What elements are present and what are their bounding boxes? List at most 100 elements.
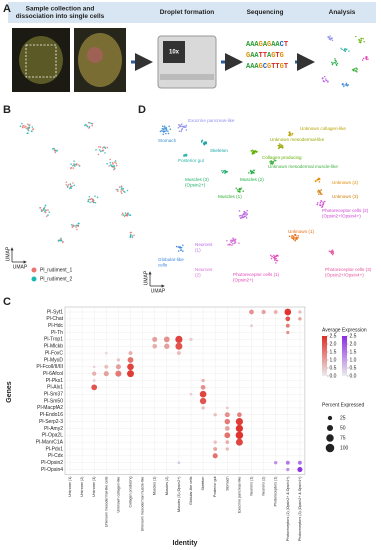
cell-point — [271, 162, 273, 164]
colorbar-tick-label: 1.0 — [350, 357, 357, 363]
thumb-point — [346, 85, 349, 87]
cell-point — [77, 225, 80, 227]
cell-point — [127, 212, 129, 214]
cell-point — [233, 242, 236, 245]
cell-point — [240, 214, 242, 217]
header-bar — [8, 2, 376, 23]
cell-point — [320, 193, 322, 195]
cell-point — [88, 121, 90, 124]
gene-label: Pl-Sm37 — [44, 392, 63, 398]
cell-point — [72, 224, 74, 227]
cell-point — [88, 195, 91, 198]
cell-point — [277, 144, 280, 147]
dot — [249, 309, 254, 315]
cell-point — [72, 182, 74, 184]
cell-point — [273, 256, 276, 259]
cell-point — [161, 125, 164, 128]
cell-point — [32, 128, 34, 131]
cell-point — [290, 236, 293, 239]
cell-point — [331, 251, 333, 254]
cell-point — [185, 124, 187, 127]
cell-point — [27, 126, 29, 129]
cell-point — [276, 254, 279, 257]
cell-point — [89, 198, 92, 201]
thumb-point — [334, 62, 337, 64]
cell-point — [322, 203, 324, 206]
cell-point — [319, 204, 321, 206]
device-panel — [163, 41, 185, 63]
dot — [92, 379, 96, 382]
cell-point — [94, 195, 96, 197]
size-swatch — [326, 434, 334, 442]
cell-point — [48, 211, 51, 213]
cell-point — [177, 250, 180, 252]
cell-point — [27, 123, 29, 125]
cell-point — [242, 190, 245, 192]
cell-point — [271, 255, 273, 258]
gene-label: Pl-ManrC1A — [36, 439, 64, 445]
cell-point — [165, 128, 168, 131]
colorbar — [322, 336, 327, 376]
identity-label: Unknown collagen-like — [116, 477, 120, 513]
cell-point — [112, 165, 115, 168]
cell-point — [31, 130, 33, 132]
cell-point — [243, 211, 246, 214]
cell-point — [180, 130, 183, 133]
thumb-point — [334, 59, 336, 62]
dot — [274, 461, 278, 465]
panel-letter: B — [3, 104, 11, 116]
cell-point — [103, 146, 105, 148]
thumb-point — [353, 68, 355, 71]
cell-point — [221, 169, 223, 172]
gene-label: Pl-Th — [51, 330, 63, 336]
thumb-point — [334, 58, 336, 60]
cell-point — [73, 160, 75, 162]
cell-point — [71, 185, 73, 188]
colorbar-tick-label: 0.5 — [330, 365, 337, 371]
thumb-point — [345, 84, 347, 86]
cell-point — [202, 142, 205, 145]
legend-title: Percent Expressed — [322, 402, 364, 408]
dot — [127, 363, 134, 371]
identity-label: Photoreceptors (1) — [274, 477, 278, 507]
thumb-point — [332, 62, 334, 65]
dot — [116, 358, 121, 362]
colorbar-tick-label: 1.0 — [330, 357, 337, 363]
gene-label: Pl-Endo16 — [40, 412, 64, 418]
size-swatch — [327, 415, 333, 421]
cell-point — [24, 125, 27, 128]
cell-point — [245, 214, 248, 216]
dot — [212, 453, 218, 459]
cell-point — [251, 172, 253, 174]
cell-point — [316, 203, 319, 206]
identity-label: Photoreceptors (2) (Opsin2+ & Opsin4+) — [286, 477, 290, 542]
gene-label: Pl-Amy2 — [44, 426, 63, 432]
thumb-point — [329, 39, 332, 41]
thumb-point — [348, 50, 350, 52]
umap-y-label: UMAP — [5, 246, 11, 261]
cell-point — [243, 215, 246, 218]
cell-point — [183, 126, 186, 128]
identity-label: Photoreceptors (3) (Opsin2+ & Opsin4+) — [298, 477, 302, 542]
cell-point — [250, 170, 252, 173]
cell-point — [288, 134, 290, 137]
cell-point — [102, 149, 104, 151]
cluster-label: Muscles (3) — [185, 177, 209, 182]
cell-point — [23, 124, 25, 127]
cell-point — [245, 217, 248, 219]
cell-point — [297, 236, 299, 239]
size-swatch — [325, 443, 335, 453]
cell-point — [323, 200, 326, 203]
cell-point — [179, 246, 181, 248]
cell-point — [269, 162, 272, 165]
cell-point — [163, 128, 165, 131]
cell-point — [120, 190, 122, 193]
dot — [176, 351, 181, 356]
identity-label: Posterior gut — [213, 477, 217, 497]
cell-point — [108, 165, 110, 167]
cell-point — [182, 250, 184, 252]
cell-point — [54, 149, 57, 152]
cell-point — [228, 243, 231, 245]
cell-point — [26, 128, 29, 130]
